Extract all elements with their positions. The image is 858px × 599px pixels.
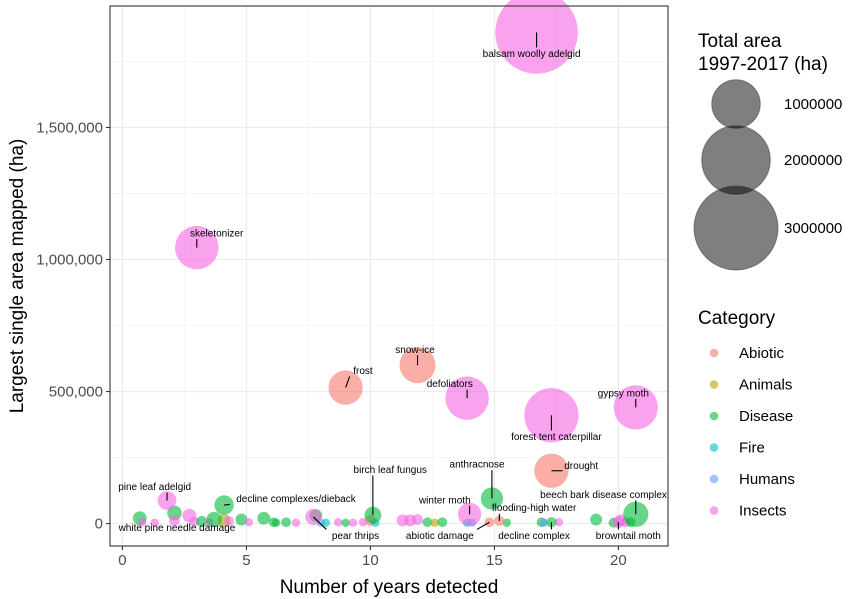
data-point xyxy=(321,518,330,527)
annotation-abiotic-damage: abiotic damage xyxy=(406,531,474,542)
color-legend-key-insects xyxy=(709,506,719,515)
size-legend-key xyxy=(693,185,779,271)
data-point xyxy=(271,518,281,527)
size-legend-label: 2000000 xyxy=(784,152,842,169)
annotation-decline-complexes-dieback: decline complexes/dieback xyxy=(236,494,357,505)
data-point xyxy=(422,517,433,528)
annotation-birch-leaf-fungus: birch leaf fungus xyxy=(354,465,427,476)
color-legend-label-fire: Fire xyxy=(739,440,765,457)
x-axis-title: Number of years detected xyxy=(280,577,499,598)
color-legend-key-abiotic xyxy=(709,348,719,358)
color-legend: Category Abiotic Animals Disease Fire Humans I… xyxy=(698,308,795,520)
annotation-balsam-woolly-adelgid: balsam woolly adelgid xyxy=(483,49,581,60)
data-point xyxy=(430,518,440,527)
size-legend-label: 1000000 xyxy=(784,96,842,113)
y-axis-ticks: 0 500,000 1,000,000 1,500,000 xyxy=(36,119,110,533)
annotation-white-pine-needle-damage: white pine needle damage xyxy=(118,523,236,534)
annotation-winter-moth: winter moth xyxy=(418,495,471,506)
data-point xyxy=(150,518,159,527)
annotation-pear-thrips: pear thrips xyxy=(332,531,379,542)
y-axis-title: Largest single area mapped (ha) xyxy=(7,139,28,414)
data-point xyxy=(189,516,200,527)
plot-border xyxy=(109,5,669,547)
data-point xyxy=(196,516,208,527)
size-legend-label: 3000000 xyxy=(784,220,842,237)
annotation-snow-ice: snow-ice xyxy=(395,345,435,356)
annotation-pine-leaf-adelgid: pine leaf adelgid xyxy=(118,482,191,493)
data-point xyxy=(502,518,511,527)
size-legend-title: Total area 1997-2017 (ha) xyxy=(698,31,828,75)
annotation-labels: balsam woolly adelgid skeletonizer frost sn… xyxy=(118,49,667,542)
annotation-drought: drought xyxy=(564,461,598,472)
color-legend-key-humans xyxy=(709,474,719,484)
color-legend-label-animals: Animals xyxy=(739,377,792,394)
annotation-line-frost xyxy=(345,376,351,388)
data-point xyxy=(437,517,448,528)
data-point xyxy=(341,518,350,527)
annotation-line-pear-thrips xyxy=(312,516,327,530)
color-legend-label-humans: Humans xyxy=(739,471,795,488)
data-point xyxy=(169,514,180,526)
data-point xyxy=(539,518,549,527)
data-point xyxy=(224,516,234,526)
y-tick-label: 1,500,000 xyxy=(36,119,103,136)
x-tick-label: 10 xyxy=(362,552,379,569)
data-point xyxy=(235,513,248,526)
color-legend-key-fire xyxy=(709,443,719,452)
grid xyxy=(110,6,668,546)
data-point xyxy=(348,518,358,527)
annotation-skeletonizer: skeletonizer xyxy=(190,229,244,240)
annotation-forest-tent-caterpillar: forest tent caterpillar xyxy=(511,432,602,443)
color-legend-key-animals xyxy=(709,380,719,389)
x-tick-label: 0 xyxy=(118,552,126,569)
x-axis-ticks: 0 5 10 15 20 xyxy=(118,546,627,569)
data-point xyxy=(590,513,603,526)
y-tick-label: 1,000,000 xyxy=(36,251,103,268)
annotation-anthracnose: anthracnose xyxy=(450,460,505,471)
data-point xyxy=(554,518,564,527)
color-legend-label-abiotic: Abiotic xyxy=(739,345,785,362)
annotation-line-decline-complexes-dieback xyxy=(224,503,230,506)
x-tick-label: 15 xyxy=(486,552,503,569)
annotation-decline-complex: decline complex xyxy=(498,531,570,542)
data-point xyxy=(412,514,423,526)
annotation-gypsy-moth: gypsy moth xyxy=(598,388,649,399)
data-point xyxy=(138,518,147,527)
color-legend-label-disease: Disease xyxy=(739,408,793,425)
annotation-flooding-high-water: flooding-high water xyxy=(492,503,577,514)
annotation-line-abiotic-damage xyxy=(476,521,490,530)
size-legend-key xyxy=(701,125,771,195)
x-tick-label: 20 xyxy=(610,552,627,569)
size-legend: Total area 1997-2017 (ha) 1000000 2000000 30… xyxy=(693,31,842,271)
data-point xyxy=(244,518,254,527)
data-point xyxy=(291,518,301,527)
annotation-beech-bark-disease-complex: beech bark disease complex xyxy=(540,490,667,501)
color-legend-title: Category xyxy=(698,308,776,329)
color-legend-key-disease xyxy=(709,411,719,421)
color-legend-label-insects: Insects xyxy=(739,503,787,520)
annotation-frost: frost xyxy=(353,366,373,377)
data-point xyxy=(257,511,271,525)
data-point xyxy=(281,517,291,528)
annotation-defoliators: defoliators xyxy=(427,379,473,390)
data-point-white-pine-needle-damage xyxy=(206,511,222,528)
plot-panel xyxy=(110,6,668,546)
data-point xyxy=(333,518,343,527)
annotation-browntail-moth: browntail moth xyxy=(596,531,661,542)
x-tick-label: 5 xyxy=(242,552,250,569)
size-legend-key xyxy=(711,79,761,129)
y-tick-label: 500,000 xyxy=(49,384,103,401)
annotation-lines xyxy=(166,32,637,530)
y-tick-label: 0 xyxy=(95,516,103,533)
